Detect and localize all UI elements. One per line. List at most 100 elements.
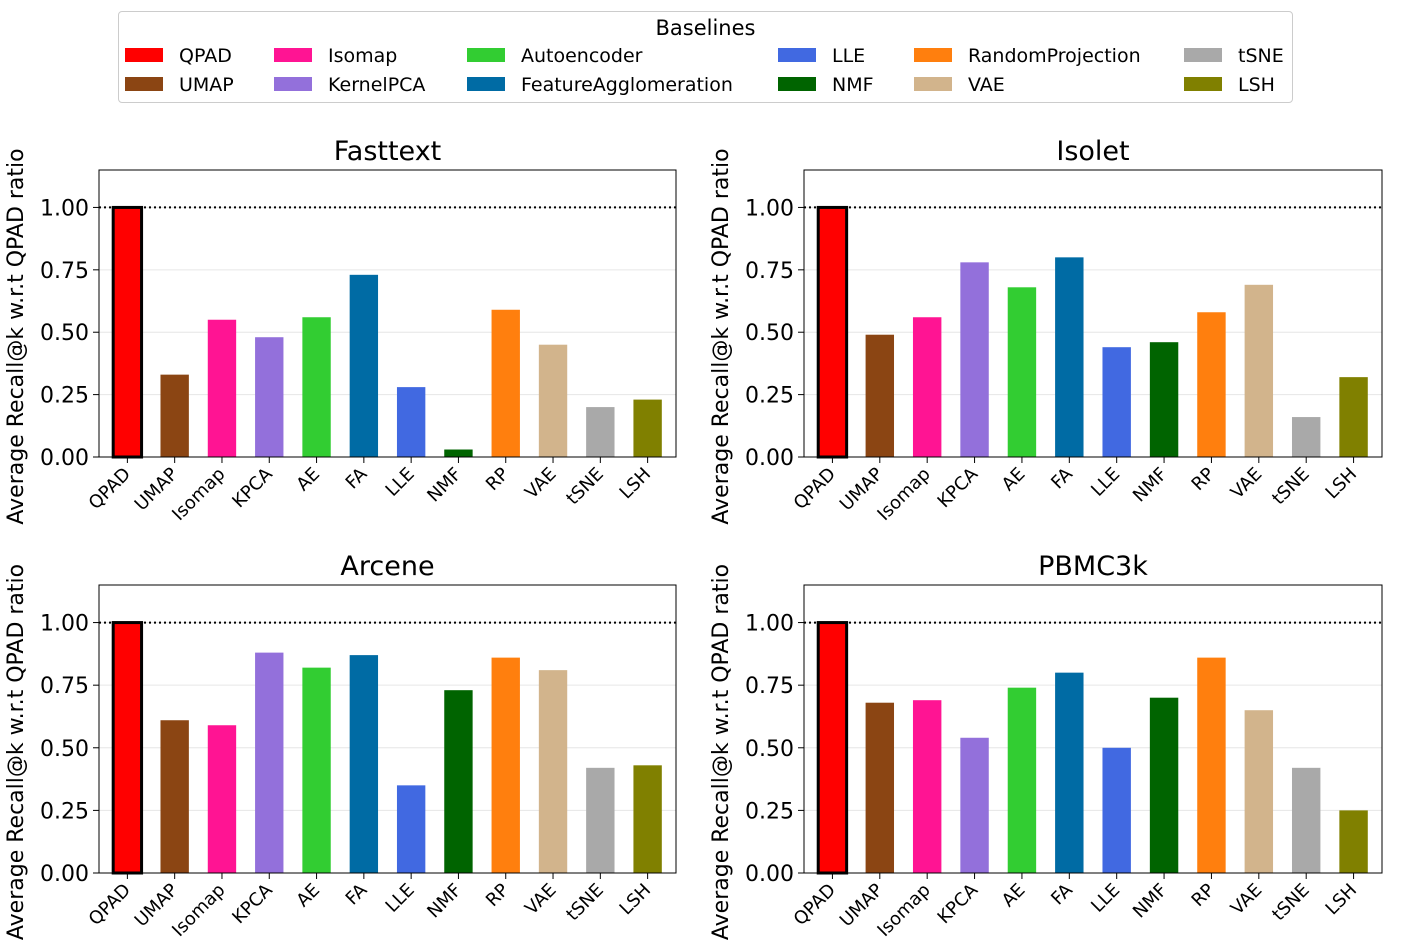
y-tick-label: 0.25 (40, 384, 89, 409)
legend-label: NMF (832, 74, 874, 96)
x-tick-label: QPAD (790, 464, 840, 514)
x-tick-label: FA (342, 463, 372, 493)
legend-item-isomap: Isomap (274, 45, 397, 67)
bar-fa (349, 655, 379, 873)
bar-ae (1007, 287, 1037, 457)
x-tick-label: NMF (423, 880, 466, 923)
bar-qpad (816, 205, 849, 459)
bar-tsne (586, 407, 615, 457)
x-tick-label: KPCA (934, 463, 983, 512)
chart-title: PBMC3k (1038, 551, 1148, 582)
bar-kpca (960, 262, 989, 457)
y-tick-label: 0.50 (40, 321, 89, 346)
legend-swatch (274, 47, 312, 62)
legend-label: FeatureAgglomeration (521, 74, 733, 96)
bar-fa (349, 274, 379, 457)
x-tick-label: FA (1047, 463, 1077, 493)
bar-isomap (912, 700, 942, 873)
legend-swatch (125, 76, 163, 91)
y-tick-label: 1.00 (40, 196, 89, 221)
legend-item-autoencoder: Autoencoder (467, 45, 642, 67)
legend-item-vae: VAE (914, 74, 1005, 96)
y-axis-label: Average Recall@k w.r.t QPAD ratio (709, 564, 734, 940)
y-axis-label: Average Recall@k w.r.t QPAD ratio (4, 564, 29, 940)
x-tick-label: AE (292, 880, 324, 912)
bar-kpca (960, 737, 989, 873)
bar-tsne (1291, 417, 1321, 457)
bar-nmf (1149, 342, 1179, 457)
y-axis-label: Average Recall@k w.r.t QPAD ratio (709, 148, 734, 524)
x-tick-label: LSH (616, 464, 656, 504)
legend-label: Autoencoder (521, 45, 643, 67)
y-tick-label: 0.75 (745, 259, 794, 284)
legend-item-randomprojection: RandomProjection (914, 45, 1141, 67)
legend-title: Baselines (655, 16, 756, 40)
legend-label: Isomap (328, 45, 398, 67)
bar-ae (302, 317, 331, 457)
legend-swatch (778, 47, 816, 62)
x-tick-label: RP (1188, 464, 1219, 495)
bar-lsh (633, 765, 662, 873)
bar-vae (538, 670, 568, 873)
legend-item-umap: UMAP (125, 74, 234, 96)
bar-qpad (816, 621, 849, 875)
x-tick-label: KPCA (228, 463, 277, 512)
y-tick-label: 0.00 (40, 446, 89, 471)
x-tick-label: LSH (616, 880, 656, 920)
legend-label: QPAD (179, 45, 232, 67)
chart-title: Fasttext (334, 136, 442, 167)
x-tick-label: QPAD (85, 880, 135, 930)
plot-frame (98, 169, 677, 458)
bar-umap (865, 702, 895, 873)
x-tick-label: tSNE (1268, 880, 1313, 925)
bar-lle (396, 785, 426, 873)
legend-swatch (914, 47, 952, 62)
y-tick-label: 1.00 (745, 612, 794, 637)
x-tick-label: LSH (1322, 464, 1362, 504)
chart-title: Isolet (1056, 136, 1129, 167)
x-tick-label: KPCA (228, 879, 277, 928)
bar-qpad (111, 621, 144, 875)
x-tick-label: RP (482, 880, 513, 911)
bar-rp (491, 657, 520, 873)
y-tick-label: 0.25 (40, 799, 89, 824)
legend-swatch (467, 47, 505, 62)
x-tick-label: RP (1188, 880, 1219, 911)
y-tick-label: 0.00 (40, 862, 89, 887)
x-tick-label: VAE (521, 880, 560, 919)
bar-vae (1244, 710, 1274, 873)
legend-item-featureagglomeration: FeatureAgglomeration (467, 74, 733, 96)
bar-lle (396, 387, 426, 457)
bar-nmf (1149, 697, 1179, 873)
bar-isomap (207, 319, 237, 457)
bar-isomap (207, 725, 237, 873)
plot-frame (98, 584, 677, 874)
legend-label: UMAP (179, 74, 234, 96)
x-tick-label: LLE (1087, 880, 1124, 917)
bar-kpca (255, 652, 284, 873)
x-tick-label: LSH (1322, 880, 1362, 920)
x-tick-label: AE (292, 464, 324, 496)
chart-title: Arcene (340, 551, 434, 582)
x-tick-label: VAE (521, 464, 560, 503)
bar-vae (1244, 284, 1274, 457)
x-tick-label: FA (342, 879, 372, 909)
bar-ae (1007, 687, 1037, 873)
bar-isomap (912, 317, 942, 457)
x-tick-label: RP (482, 464, 513, 495)
legend-item-nmf: NMF (778, 74, 874, 96)
plot-frame (803, 169, 1383, 458)
bar-nmf (444, 690, 473, 873)
x-tick-label: Isomap (168, 880, 229, 941)
legend-swatch (1184, 76, 1222, 91)
y-tick-label: 0.00 (745, 446, 794, 471)
legend-label: LSH (1238, 74, 1275, 96)
x-tick-label: QPAD (85, 464, 135, 514)
y-tick-label: 0.50 (745, 321, 794, 346)
x-tick-label: NMF (423, 464, 466, 507)
x-tick-label: tSNE (1268, 464, 1313, 509)
x-tick-label: Isomap (873, 464, 934, 525)
x-tick-label: AE (998, 880, 1030, 912)
bar-umap (865, 334, 895, 457)
